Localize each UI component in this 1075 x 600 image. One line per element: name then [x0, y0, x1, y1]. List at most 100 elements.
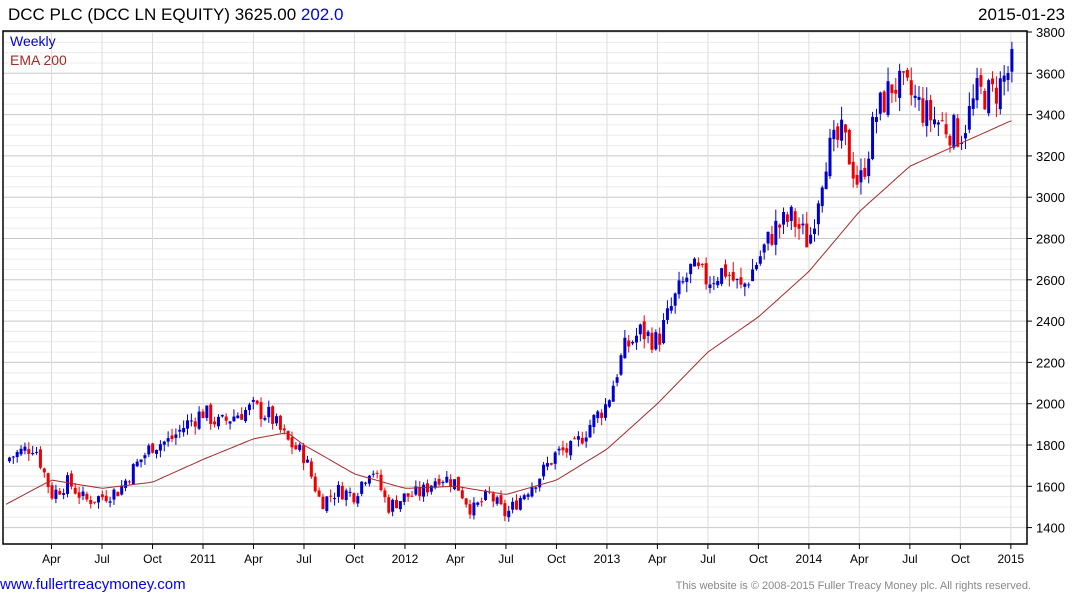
candle-body [456, 476, 460, 491]
y-tick-label: 1400 [1036, 521, 1065, 536]
candle-body [220, 415, 224, 417]
candle-body [58, 491, 62, 495]
candle-body [62, 493, 66, 495]
candle-body [294, 445, 298, 450]
candle-body [588, 425, 592, 438]
candle-body [155, 449, 159, 454]
candle-body [511, 501, 515, 510]
candle-body [298, 444, 302, 451]
candle-body [178, 429, 182, 432]
candle-body [472, 502, 476, 516]
x-tick-label: Jul [296, 552, 311, 566]
candle-body [383, 490, 387, 498]
candle-body [468, 504, 472, 515]
candle-body [851, 161, 855, 179]
candle-body [979, 75, 983, 87]
candle-body [116, 491, 120, 497]
candle-body [952, 115, 956, 148]
candle-body [623, 337, 627, 359]
candle-body [743, 283, 747, 287]
candle-body [642, 321, 646, 340]
candle-body [340, 485, 344, 500]
candle-body [251, 399, 255, 402]
candle-body [522, 495, 526, 500]
candle-body [77, 492, 81, 498]
candle-body [305, 459, 309, 463]
candle-body [480, 501, 484, 503]
candle-body [375, 472, 379, 474]
candle-body [356, 496, 360, 504]
candle-body [54, 489, 58, 499]
candle-body [69, 473, 73, 487]
candle-body [367, 475, 371, 484]
y-tick-label: 2600 [1036, 273, 1065, 288]
x-tick-label: Jul [700, 552, 715, 566]
candle-body [944, 124, 948, 135]
candle-body [805, 223, 809, 248]
candle-body [344, 490, 348, 501]
candle-body [840, 119, 844, 141]
candle-body [166, 438, 170, 442]
candle-body [820, 187, 824, 207]
candle-body [816, 203, 820, 225]
candle-body [422, 484, 426, 497]
candle-body [615, 377, 619, 383]
candle-body [747, 284, 751, 286]
candle-body [754, 265, 758, 270]
candle-body [174, 434, 178, 438]
x-tick-label: Apr [648, 552, 667, 566]
candle-body [414, 486, 418, 495]
x-tick-label: Jul [498, 552, 513, 566]
x-tick-label: Oct [749, 552, 768, 566]
x-tick-label: Oct [345, 552, 364, 566]
candle-body [789, 206, 793, 221]
candle-body [433, 481, 437, 488]
y-tick-label: 2000 [1036, 397, 1065, 412]
candle-body [267, 406, 271, 418]
y-tick-label: 3200 [1036, 149, 1065, 164]
candle-body [665, 308, 669, 320]
candle-body [449, 479, 453, 487]
candle-body [565, 448, 569, 453]
candle-body [96, 496, 100, 503]
legend-ema: EMA 200 [10, 52, 67, 68]
candle-body [158, 444, 162, 451]
candle-body [627, 340, 631, 347]
candle-body [526, 494, 530, 497]
candle-body [983, 90, 987, 110]
candle-body [545, 463, 549, 467]
candle-body [553, 452, 557, 464]
candle-body [50, 485, 54, 499]
candle-body [611, 385, 615, 402]
candle-body [398, 501, 402, 510]
candle-body [940, 120, 944, 122]
candle-body [1002, 75, 1006, 82]
candle-body [27, 449, 31, 454]
candle-body [936, 122, 940, 125]
candle-body [275, 416, 279, 424]
candle-body [139, 459, 143, 463]
candle-body [441, 481, 445, 483]
candle-body [696, 262, 700, 267]
x-tick-label: 2014 [796, 552, 823, 566]
candle-body [782, 212, 786, 225]
candle-body [855, 175, 859, 185]
candle-body [619, 355, 623, 375]
chart-title: DCC PLC (DCC LN EQUITY) 3625.00 202.0 [8, 5, 343, 25]
candle-body [66, 475, 70, 495]
candle-body [244, 410, 248, 422]
candle-body [46, 473, 50, 488]
candle-body [247, 404, 251, 411]
candle-body [236, 415, 240, 419]
website-link[interactable]: www.fullertreacymoney.com [0, 576, 186, 593]
y-tick-label: 3400 [1036, 108, 1065, 123]
candle-body [681, 281, 685, 283]
candle-body [1010, 48, 1014, 72]
candle-body [828, 137, 832, 177]
candle-body [209, 404, 213, 424]
candle-body [739, 277, 743, 285]
x-tick-label: Jul [94, 552, 109, 566]
candle-body [193, 421, 197, 427]
x-tick-label: Oct [951, 552, 970, 566]
candle-body [894, 89, 898, 94]
